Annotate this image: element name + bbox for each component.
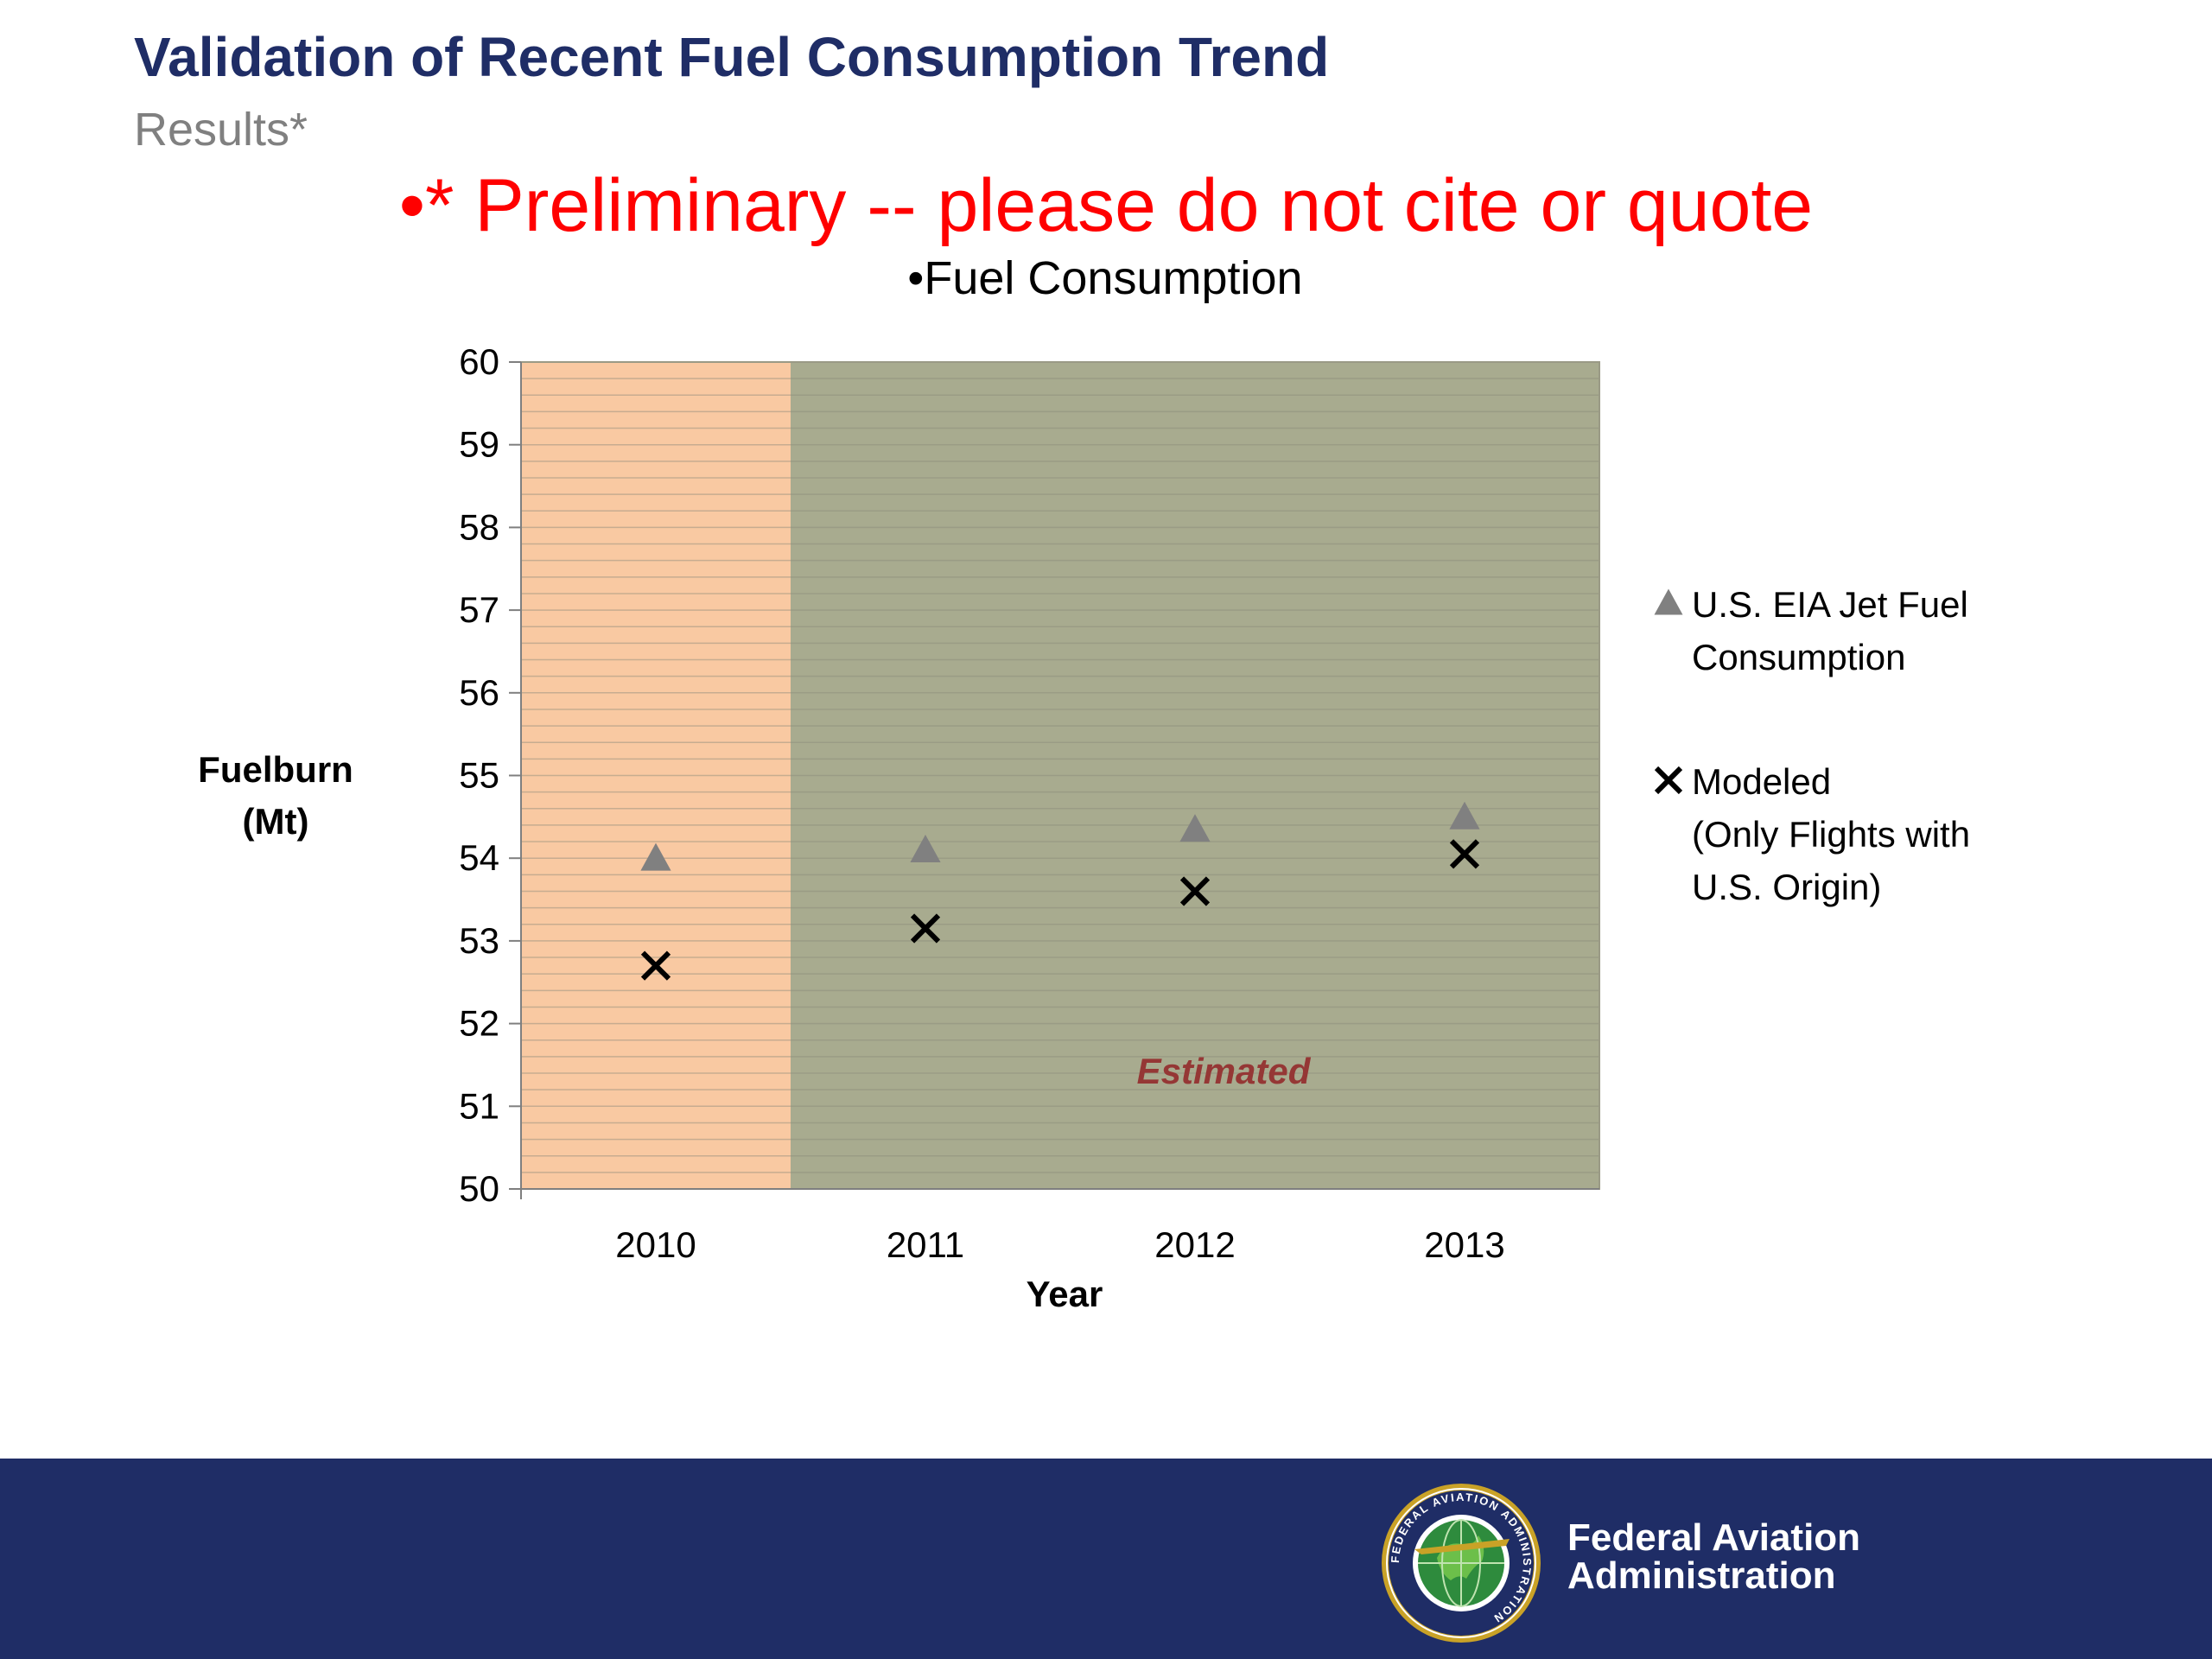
y-tick-label: 58: [459, 506, 499, 547]
data-point-triangle: [1449, 801, 1480, 830]
data-point-x: [1179, 876, 1211, 906]
x-tick-label: 2013: [1424, 1224, 1504, 1265]
data-point-triangle: [910, 835, 941, 863]
y-tick-label: 55: [459, 755, 499, 796]
chart-title: •Fuel Consumption: [907, 252, 1302, 304]
y-tick-label: 57: [459, 589, 499, 630]
slide-subtitle: Results*: [134, 104, 308, 156]
legend-label: Consumption: [1692, 637, 1905, 677]
org-name-line1: Federal Aviation: [1567, 1516, 1861, 1559]
y-tick-label: 50: [459, 1168, 499, 1209]
x-tick-label: 2011: [887, 1224, 964, 1265]
y-tick-label: 54: [459, 837, 499, 878]
y-tick-label: 52: [459, 1003, 499, 1044]
slide-title: Validation of Recent Fuel Consumption Tr…: [134, 26, 1330, 88]
data-point-triangle: [1179, 814, 1211, 842]
y-tick-label: 59: [459, 424, 499, 465]
org-name-line2: Administration: [1567, 1554, 1836, 1597]
y-tick-label: 56: [459, 672, 499, 713]
y-axis-title: (Mt): [243, 801, 309, 842]
legend-label: U.S. EIA Jet Fuel: [1692, 584, 1968, 625]
x-axis-title: Year: [1027, 1274, 1103, 1314]
faa-seal-icon: FEDERAL AVIATION ADMINISTRATION: [1382, 1484, 1541, 1643]
faa-wordmark: Federal Aviation Administration: [1567, 1519, 1860, 1595]
y-tick-label: 51: [459, 1085, 499, 1126]
legend-label: Modeled: [1692, 761, 1831, 802]
data-point-x: [1449, 839, 1480, 869]
legend-label: (Only Flights with: [1692, 814, 1970, 855]
fuel-consumption-chart: •Fuel Consumption Estimated 50 51 52 53 54 55 56…: [198, 252, 1970, 1314]
footer-bar: [0, 1459, 2212, 1659]
y-tick-label: 60: [459, 341, 499, 382]
y-tick-label: 53: [459, 920, 499, 961]
x-tick-label: 2010: [615, 1224, 696, 1265]
data-point-x: [640, 950, 671, 981]
legend-marker-triangle: [1654, 588, 1683, 615]
region-band: [791, 362, 1599, 1189]
data-point-triangle: [640, 842, 671, 871]
legend-label: U.S. Origin): [1692, 867, 1881, 907]
region-band: [521, 362, 791, 1189]
legend-marker-x: [1654, 766, 1683, 795]
y-axis-title: Fuelburn: [198, 749, 353, 790]
preliminary-warning: •* Preliminary -- please do not cite or …: [398, 164, 1814, 247]
x-tick-label: 2012: [1154, 1224, 1235, 1265]
region-label: Estimated: [1137, 1051, 1312, 1091]
data-point-x: [910, 913, 941, 944]
